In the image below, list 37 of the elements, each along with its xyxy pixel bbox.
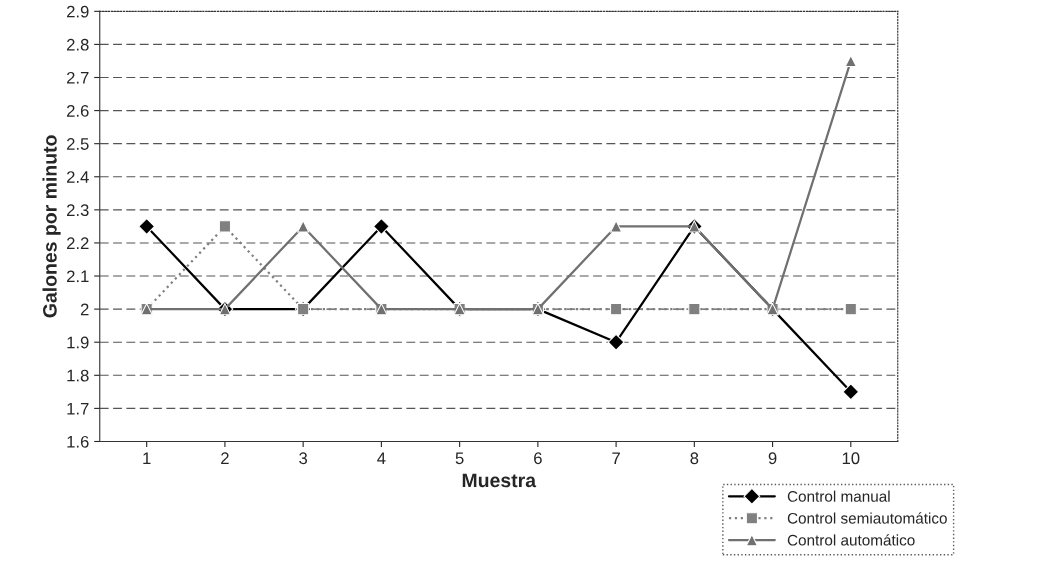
y-tick-label: 2.7 — [67, 71, 89, 84]
x-tick-label: 6 — [534, 452, 542, 465]
point — [610, 303, 623, 316]
point — [842, 383, 860, 401]
y-tick-label: 2.8 — [67, 38, 89, 51]
point — [373, 218, 390, 235]
y-tick-label: 2.6 — [67, 104, 89, 117]
point — [607, 333, 625, 351]
legend-label: Control manual — [787, 490, 890, 502]
y-tick-label: 2.5 — [67, 138, 89, 150]
y-tick-label: 2.2 — [67, 237, 89, 249]
point — [138, 218, 156, 235]
y-tick-label: 2.3 — [67, 204, 89, 217]
x-tick-label: 10 — [842, 452, 860, 465]
y-tick-label: 1.7 — [67, 402, 89, 415]
y-tick-label: 1.6 — [67, 435, 89, 448]
x-tick-label: 7 — [612, 452, 620, 464]
x-tick-label: 9 — [768, 452, 777, 465]
y-tick-label: 2.4 — [67, 171, 89, 183]
legend-label: Control semiautomático — [787, 512, 947, 524]
x-tick-label: 5 — [455, 452, 464, 465]
y-axis-title: Galones por minuto — [42, 135, 61, 318]
y-tick-label: 1.9 — [67, 336, 89, 349]
x-tick-label: 8 — [690, 452, 699, 465]
x-tick-label: 3 — [299, 452, 308, 465]
point — [844, 303, 857, 316]
x-tick-label: 1 — [143, 452, 151, 464]
legend-label: Control automático — [787, 534, 915, 546]
y-tick-label: 1.8 — [67, 369, 89, 382]
x-tick-label: 4 — [377, 452, 386, 464]
point — [688, 303, 701, 316]
x-tick-label: 2 — [221, 452, 229, 464]
y-tick-label: 2.1 — [67, 270, 89, 283]
point — [218, 220, 231, 233]
y-tick-label: 2 — [80, 303, 89, 316]
y-tick-label: 2.9 — [67, 5, 89, 18]
x-axis-title: Muestra — [462, 473, 537, 488]
